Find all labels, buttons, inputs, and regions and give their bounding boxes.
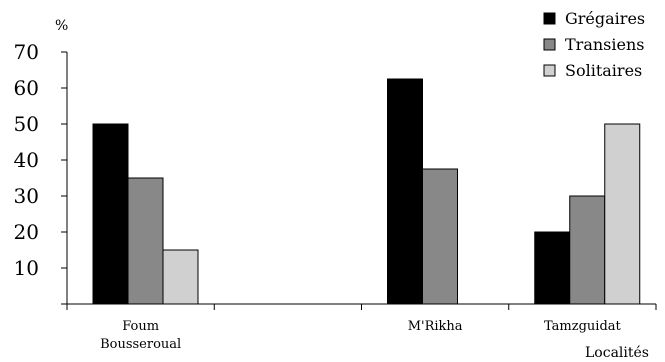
y-tick-label: 50 (14, 112, 39, 136)
bar-transiens-0 (127, 177, 164, 305)
bar-grgaires-2 (387, 78, 423, 305)
y-axis-ticks: 10 20 30 40 50 60 70 (14, 40, 67, 305)
bars (92, 78, 641, 305)
x-axis-title: Localités (585, 345, 649, 361)
legend: Grégaires Transiens Solitaires (543, 9, 645, 80)
y-tick-label: 40 (14, 148, 39, 172)
bar-transiens-2 (422, 168, 458, 305)
legend-swatch (543, 38, 556, 51)
legend-swatch (543, 12, 556, 25)
bar-solitaires-0 (162, 249, 199, 305)
y-tick-label: 20 (14, 220, 39, 244)
category-label: Tamzguidat (544, 319, 622, 334)
legend-label: Grégaires (565, 9, 645, 28)
bar-grgaires-0 (92, 123, 129, 305)
bar-transiens-3 (569, 195, 606, 305)
bar-grgaires-3 (534, 231, 571, 305)
bar-solitaires-3 (604, 123, 641, 305)
x-axis-ticks (66, 304, 657, 310)
y-tick-label: 60 (14, 76, 39, 100)
y-tick-label: 30 (14, 184, 39, 208)
category-label: M'Rikha (408, 319, 463, 334)
y-unit-label: % (55, 18, 68, 34)
y-tick-label: 70 (14, 40, 39, 64)
y-tick-label: 10 (14, 256, 39, 280)
category-label: Foum Bousseroual (100, 319, 181, 352)
legend-label: Transiens (565, 35, 644, 54)
legend-swatch (543, 64, 556, 77)
legend-label: Solitaires (565, 61, 642, 80)
category-labels: Foum Bousseroual M'Rikha Tamzguidat (100, 319, 621, 352)
